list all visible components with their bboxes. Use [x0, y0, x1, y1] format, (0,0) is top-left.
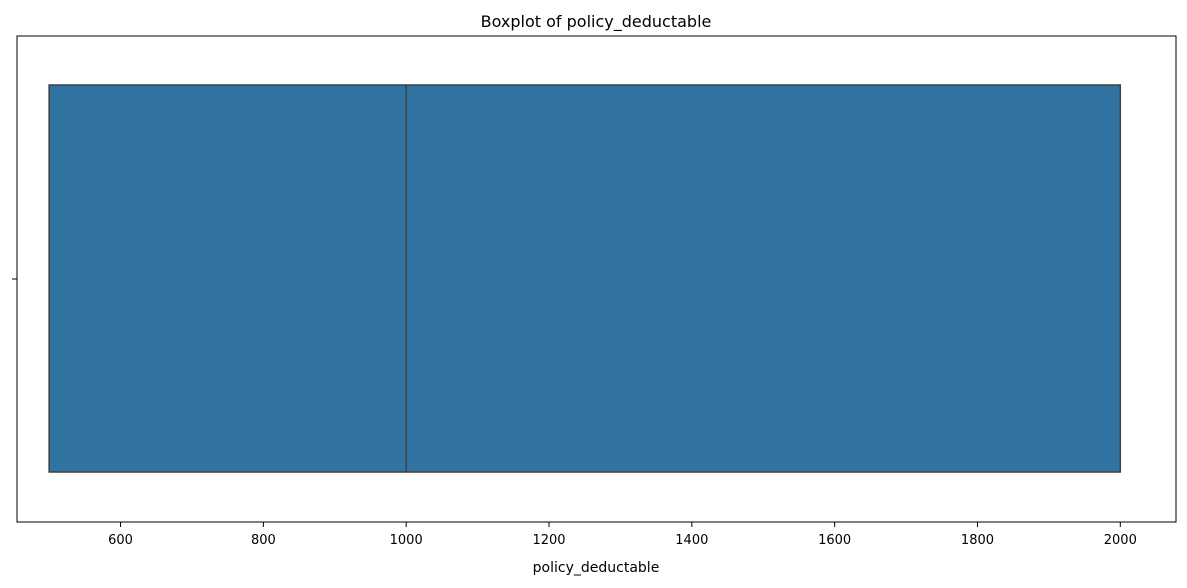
- x-tick-label: 2000: [1104, 533, 1137, 548]
- x-axis-label: policy_deductable: [533, 560, 660, 576]
- x-tick-label: 1800: [961, 533, 994, 548]
- x-tick-label: 1200: [532, 533, 565, 548]
- x-tick-label: 1600: [818, 533, 851, 548]
- x-axis: 600 800 1000 1200 1400 1600 1800 2000: [108, 522, 1137, 548]
- chart-title: Boxplot of policy_deductable: [481, 12, 712, 32]
- iqr-box: [48, 84, 1122, 473]
- x-tick-label: 1400: [675, 533, 708, 548]
- x-tick-label: 800: [251, 533, 276, 548]
- chart-marks: [48, 84, 1122, 473]
- x-tick-label: 1000: [390, 533, 423, 548]
- x-tick-label: 600: [108, 533, 133, 548]
